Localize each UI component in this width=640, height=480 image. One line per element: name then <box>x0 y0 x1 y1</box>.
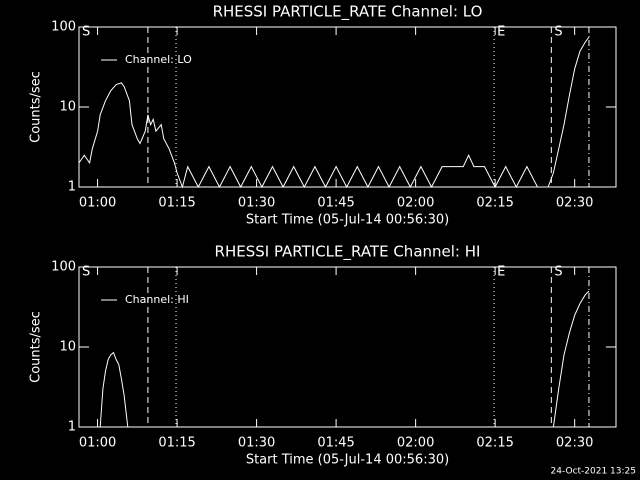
x-tick-label: 02:30 <box>556 436 593 451</box>
legend-label: Channel: LO <box>125 53 192 66</box>
plot-frame <box>78 26 617 188</box>
marker-label: E <box>497 25 505 40</box>
x-tick-label: 01:30 <box>238 436 275 451</box>
y-tick-label: 100 <box>51 20 76 35</box>
x-tick-label: 01:45 <box>317 196 354 211</box>
legend-label: Channel: HI <box>125 293 189 306</box>
y-tick-label: 1 <box>68 180 76 195</box>
series-line <box>99 290 590 428</box>
x-tick-label: 02:15 <box>476 436 513 451</box>
marker-label: E <box>497 265 505 280</box>
x-tick-label: 01:30 <box>238 196 275 211</box>
x-axis-label: Start Time (05-Jul-14 00:56:30) <box>246 453 449 468</box>
x-axis-label: Start Time (05-Jul-14 00:56:30) <box>246 213 449 228</box>
y-tick-label: 10 <box>59 100 76 115</box>
y-tick-label: 1 <box>68 420 76 435</box>
chart-title: RHESSI PARTICLE_RATE Channel: LO <box>213 3 483 22</box>
footer: 24-Oct-2021 13:25 <box>551 467 636 477</box>
marker-label: S <box>82 25 90 40</box>
x-tick-label: 01:15 <box>158 436 195 451</box>
x-tick-label: 02:00 <box>397 196 434 211</box>
y-axis-label: Counts/sec <box>29 311 44 383</box>
y-axis-label: Counts/sec <box>29 71 44 143</box>
y-tick-label: 10 <box>59 340 76 355</box>
x-tick-label: 02:30 <box>556 196 593 211</box>
y-tick-label: 100 <box>51 260 76 275</box>
plot-frame <box>78 266 617 428</box>
series-line <box>78 36 590 189</box>
x-tick-label: 01:00 <box>79 196 116 211</box>
marker-label: S <box>82 265 90 280</box>
x-tick-label: 02:00 <box>397 436 434 451</box>
x-tick-label: 02:15 <box>476 196 513 211</box>
marker-label: S <box>554 265 562 280</box>
marker-label: S <box>554 25 562 40</box>
x-tick-label: 01:00 <box>79 436 116 451</box>
chart-title: RHESSI PARTICLE_RATE Channel: HI <box>215 243 481 262</box>
x-tick-label: 01:15 <box>158 196 195 211</box>
x-tick-label: 01:45 <box>317 436 354 451</box>
